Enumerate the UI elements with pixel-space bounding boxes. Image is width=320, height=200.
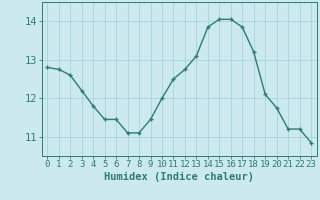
X-axis label: Humidex (Indice chaleur): Humidex (Indice chaleur) — [104, 172, 254, 182]
